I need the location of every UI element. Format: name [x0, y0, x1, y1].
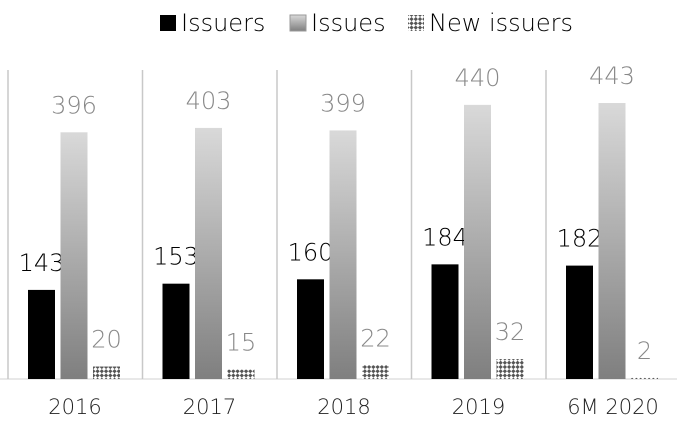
value-label: 153	[153, 243, 199, 271]
x-tick-label: 6M 2020	[567, 395, 659, 419]
x-tick-label: 2016	[48, 395, 101, 419]
bar	[60, 132, 88, 379]
bar	[566, 265, 593, 379]
legend-swatch	[408, 15, 424, 31]
value-label: 2	[637, 337, 652, 365]
value-label: 15	[226, 329, 257, 357]
value-label: 143	[19, 249, 65, 277]
bar	[464, 104, 491, 379]
bar	[28, 289, 55, 379]
bar	[162, 283, 190, 379]
value-label: 440	[455, 64, 501, 92]
value-label: 22	[360, 324, 391, 352]
value-label: 399	[320, 89, 366, 117]
value-label: 403	[186, 87, 232, 115]
value-label: 443	[589, 62, 635, 90]
bar	[329, 130, 357, 379]
bar	[297, 279, 324, 379]
legend-label: Issuers	[181, 9, 265, 37]
value-label: 184	[422, 223, 468, 251]
value-label: 160	[288, 238, 334, 266]
bar	[195, 127, 222, 379]
bar	[362, 365, 389, 379]
value-label: 20	[91, 326, 122, 354]
bar	[631, 377, 658, 379]
legend-label: New issuers	[429, 9, 573, 37]
bar	[496, 359, 524, 379]
value-label: 182	[557, 225, 603, 253]
value-label: 396	[51, 91, 97, 119]
bar	[93, 366, 120, 379]
value-label: 32	[495, 318, 526, 346]
bar	[598, 103, 626, 379]
x-tick-label: 2018	[317, 395, 370, 419]
x-tick-label: 2019	[452, 395, 505, 419]
bar	[227, 369, 255, 379]
legend-swatch	[160, 15, 176, 31]
legend-swatch	[289, 14, 307, 32]
x-tick-label: 2017	[183, 395, 236, 419]
bar	[431, 264, 459, 379]
legend-label: Issues	[311, 9, 386, 37]
